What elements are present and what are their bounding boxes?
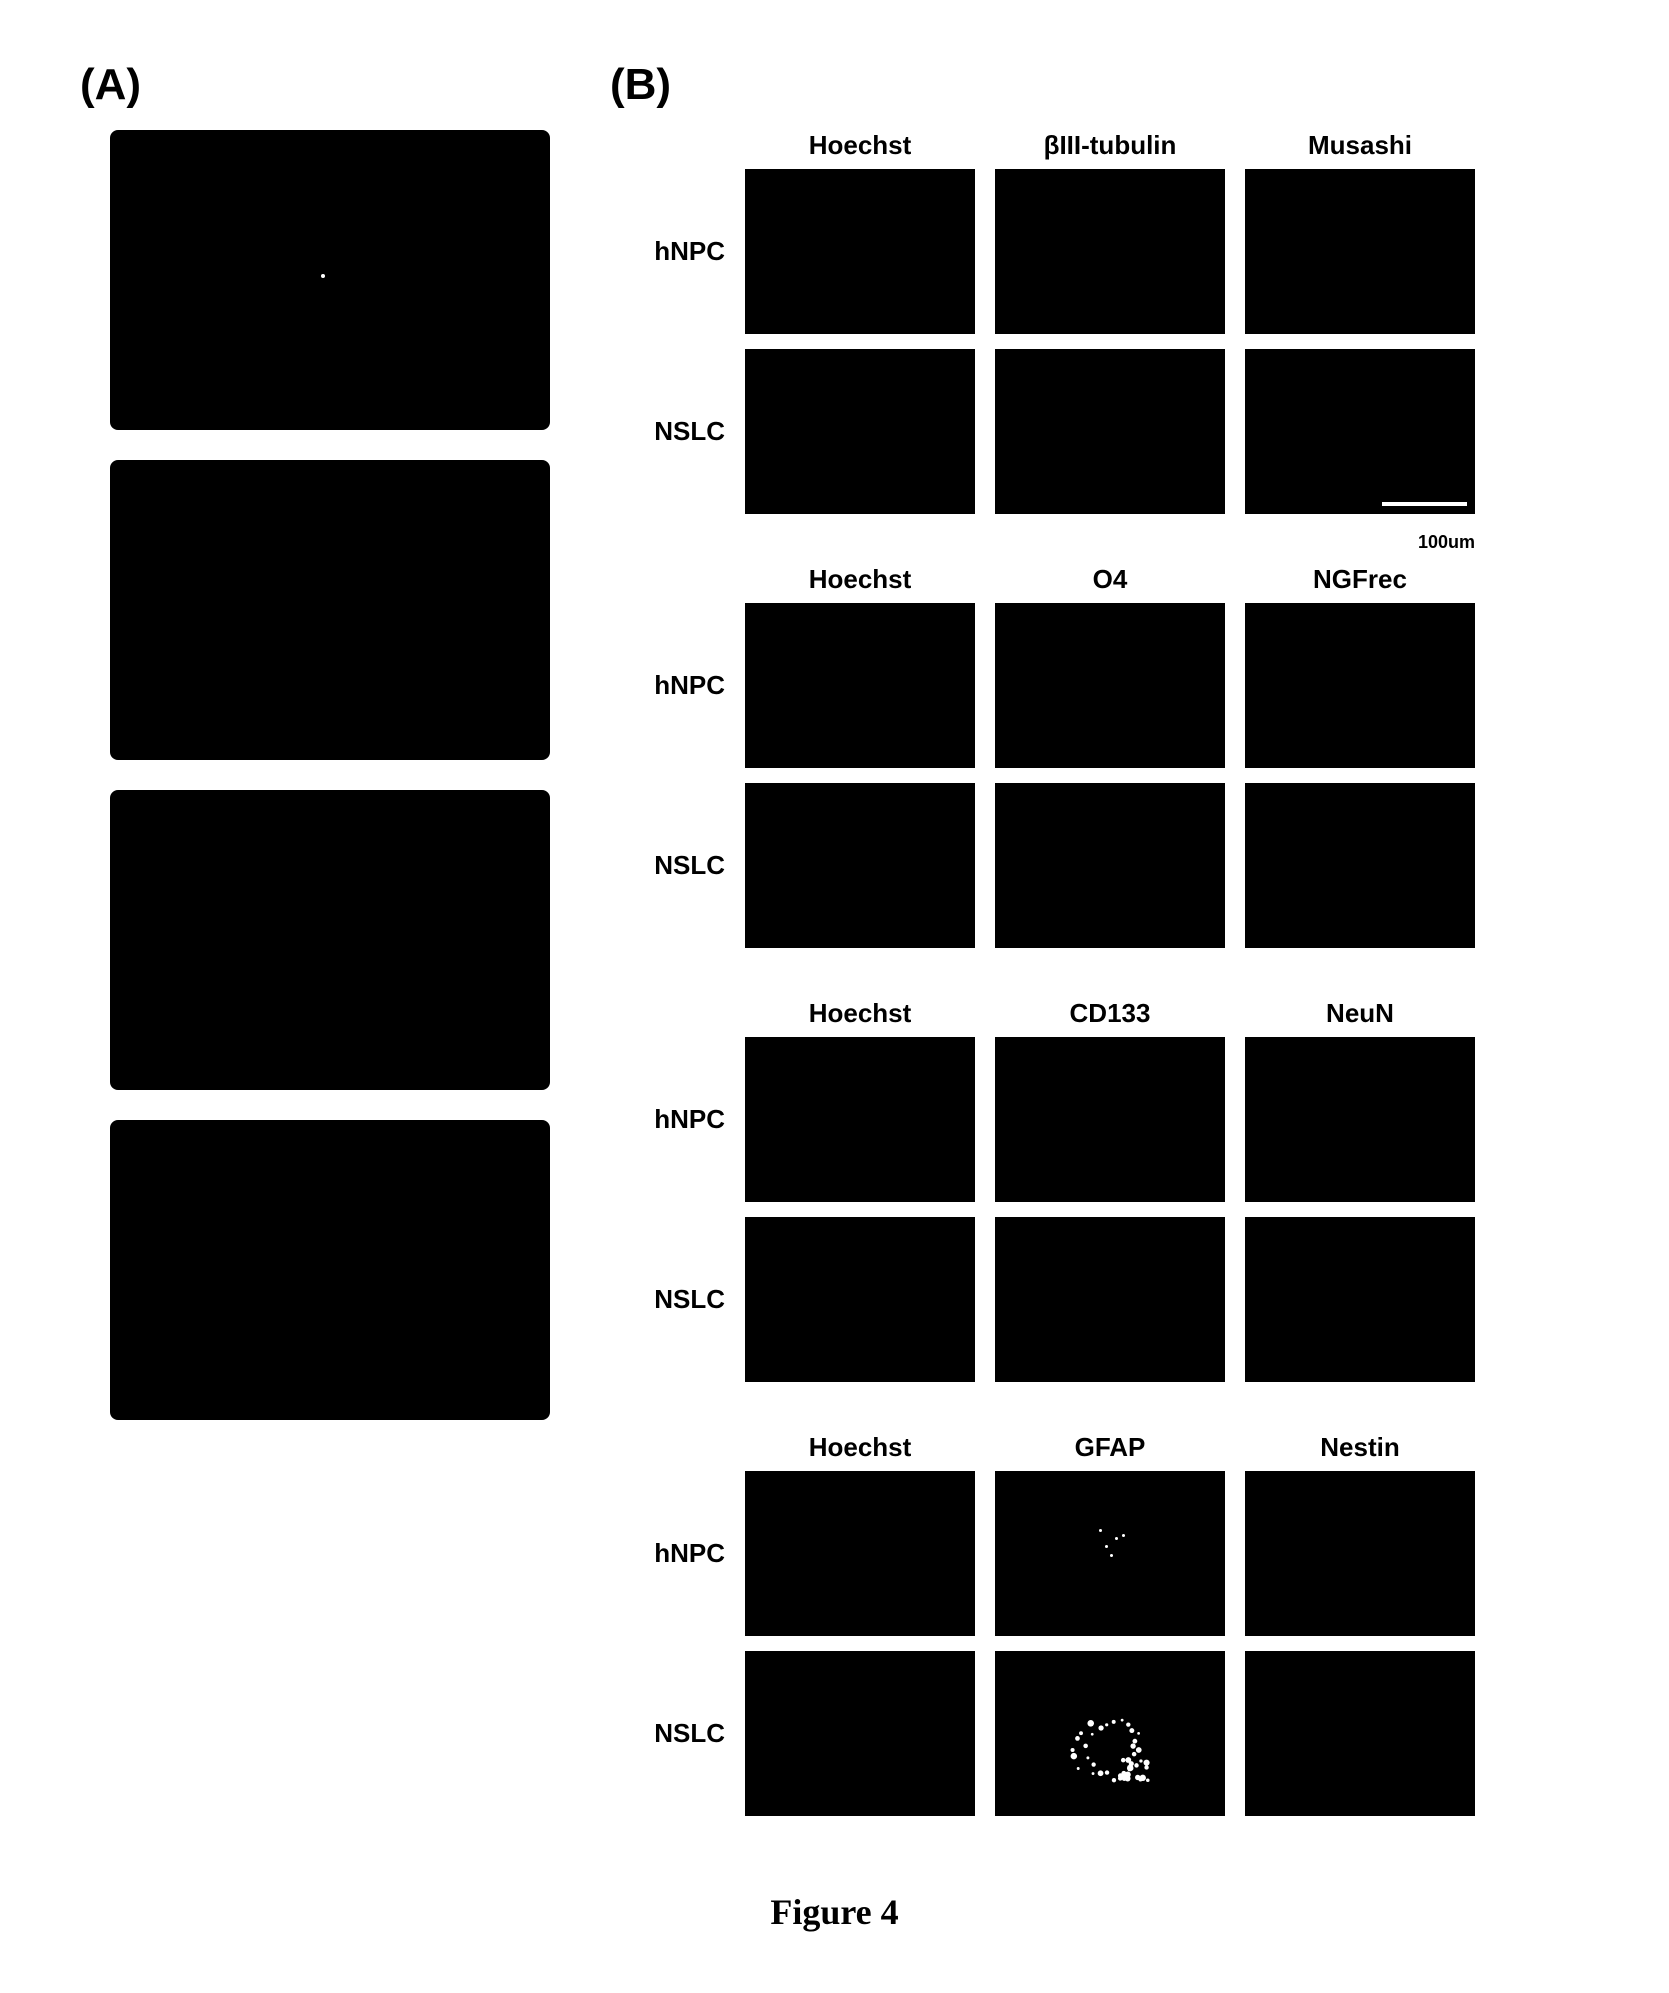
micrograph-cell	[1245, 349, 1475, 514]
marker-row: hNPC	[610, 1037, 1475, 1202]
micrograph-cell	[1245, 1037, 1475, 1202]
large-micrograph-3	[110, 790, 550, 1090]
micrograph-cell	[1245, 1217, 1475, 1382]
panel-a-wrapper: (A)	[80, 60, 550, 1420]
header-spacer	[610, 998, 725, 1029]
row-label: hNPC	[610, 670, 725, 701]
figure-container: (A) (B) Hoechst βIII-tubulin Musashi hNPC NS…	[80, 60, 1589, 1831]
micrograph-cell	[995, 1471, 1225, 1636]
micrograph-cell	[745, 1651, 975, 1816]
marker-block-4: Hoechst GFAP Nestin hNPC NSLC	[610, 1432, 1475, 1831]
micrograph-cell	[745, 783, 975, 948]
marker-row: hNPC	[610, 169, 1475, 334]
micrograph-cell	[745, 1037, 975, 1202]
header-spacer	[610, 1432, 725, 1463]
col-header: Hoechst	[745, 130, 975, 161]
header-spacer	[610, 564, 725, 595]
micrograph-cell	[995, 349, 1225, 514]
col-header: NeuN	[1245, 998, 1475, 1029]
marker-block-2: Hoechst O4 NGFrec hNPC NSLC	[610, 564, 1475, 963]
col-header: βIII-tubulin	[995, 130, 1225, 161]
col-header: Nestin	[1245, 1432, 1475, 1463]
marker-row: hNPC	[610, 1471, 1475, 1636]
marker-block-1: HoechstβIII-tubulinMusashihNPCNSLC100um	[610, 130, 1475, 529]
panel-b-label: (B)	[610, 60, 1475, 110]
col-header: Hoechst	[745, 998, 975, 1029]
col-header: O4	[995, 564, 1225, 595]
figure-caption: Figure 4	[80, 1891, 1589, 1933]
col-header: Musashi	[1245, 130, 1475, 161]
row-label: NSLC	[610, 1718, 725, 1749]
marker-row: NSLC	[610, 1217, 1475, 1382]
micrograph-cell	[1245, 169, 1475, 334]
large-micrograph-4	[110, 1120, 550, 1420]
speckle-dot	[321, 274, 325, 278]
micrograph-cell	[995, 1217, 1225, 1382]
scale-label: 100um	[1418, 532, 1475, 553]
speckle-dot	[1110, 1554, 1113, 1557]
marker-row: hNPC	[610, 603, 1475, 768]
micrograph-cell	[745, 1471, 975, 1636]
large-micrograph-2	[110, 460, 550, 760]
speckle-cluster-icon	[995, 1651, 1225, 1816]
header-spacer	[610, 130, 725, 161]
micrograph-cell	[1245, 1651, 1475, 1816]
col-header: NGFrec	[1245, 564, 1475, 595]
micrograph-cell	[745, 603, 975, 768]
micrograph-cell	[995, 783, 1225, 948]
micrograph-cell	[995, 1651, 1225, 1816]
micrograph-cell	[1245, 603, 1475, 768]
row-label: NSLC	[610, 850, 725, 881]
col-header: CD133	[995, 998, 1225, 1029]
panel-b: Hoechst βIII-tubulin Musashi hNPC NSLC 100um H…	[610, 130, 1475, 1831]
col-header: Hoechst	[745, 564, 975, 595]
col-headers: Hoechst O4 NGFrec	[610, 564, 1475, 595]
speckle-dot	[1099, 1529, 1102, 1532]
micrograph-cell	[995, 603, 1225, 768]
panel-b-wrapper: (B) Hoechst βIII-tubulin Musashi hNPC NSLC 10…	[610, 60, 1475, 1831]
col-headers: Hoechst CD133 NeuN	[610, 998, 1475, 1029]
col-header: GFAP	[995, 1432, 1225, 1463]
micrograph-cell	[745, 169, 975, 334]
row-label: NSLC	[610, 416, 725, 447]
row-label: hNPC	[610, 1538, 725, 1569]
marker-block-3: Hoechst CD133 NeuN hNPC NSLC	[610, 998, 1475, 1397]
micrograph-cell	[1245, 1471, 1475, 1636]
speckle-dot	[1105, 1545, 1108, 1548]
scale-bar	[1382, 502, 1467, 506]
row-label: hNPC	[610, 236, 725, 267]
micrograph-cell	[745, 1217, 975, 1382]
micrograph-cell	[1245, 783, 1475, 948]
col-header: Hoechst	[745, 1432, 975, 1463]
row-label: NSLC	[610, 1284, 725, 1315]
micrograph-cell	[995, 169, 1225, 334]
marker-row: NSLC	[610, 783, 1475, 948]
panel-a	[110, 130, 550, 1420]
speckle-dot	[1122, 1534, 1125, 1537]
panel-a-label: (A)	[80, 60, 550, 110]
marker-row: NSLC	[610, 349, 1475, 514]
col-headers: Hoechst GFAP Nestin	[610, 1432, 1475, 1463]
large-micrograph-1	[110, 130, 550, 430]
col-headers: Hoechst βIII-tubulin Musashi	[610, 130, 1475, 161]
speckle-dot	[1115, 1537, 1118, 1540]
micrograph-cell	[995, 1037, 1225, 1202]
micrograph-cell	[745, 349, 975, 514]
row-label: hNPC	[610, 1104, 725, 1135]
marker-row: NSLC	[610, 1651, 1475, 1816]
